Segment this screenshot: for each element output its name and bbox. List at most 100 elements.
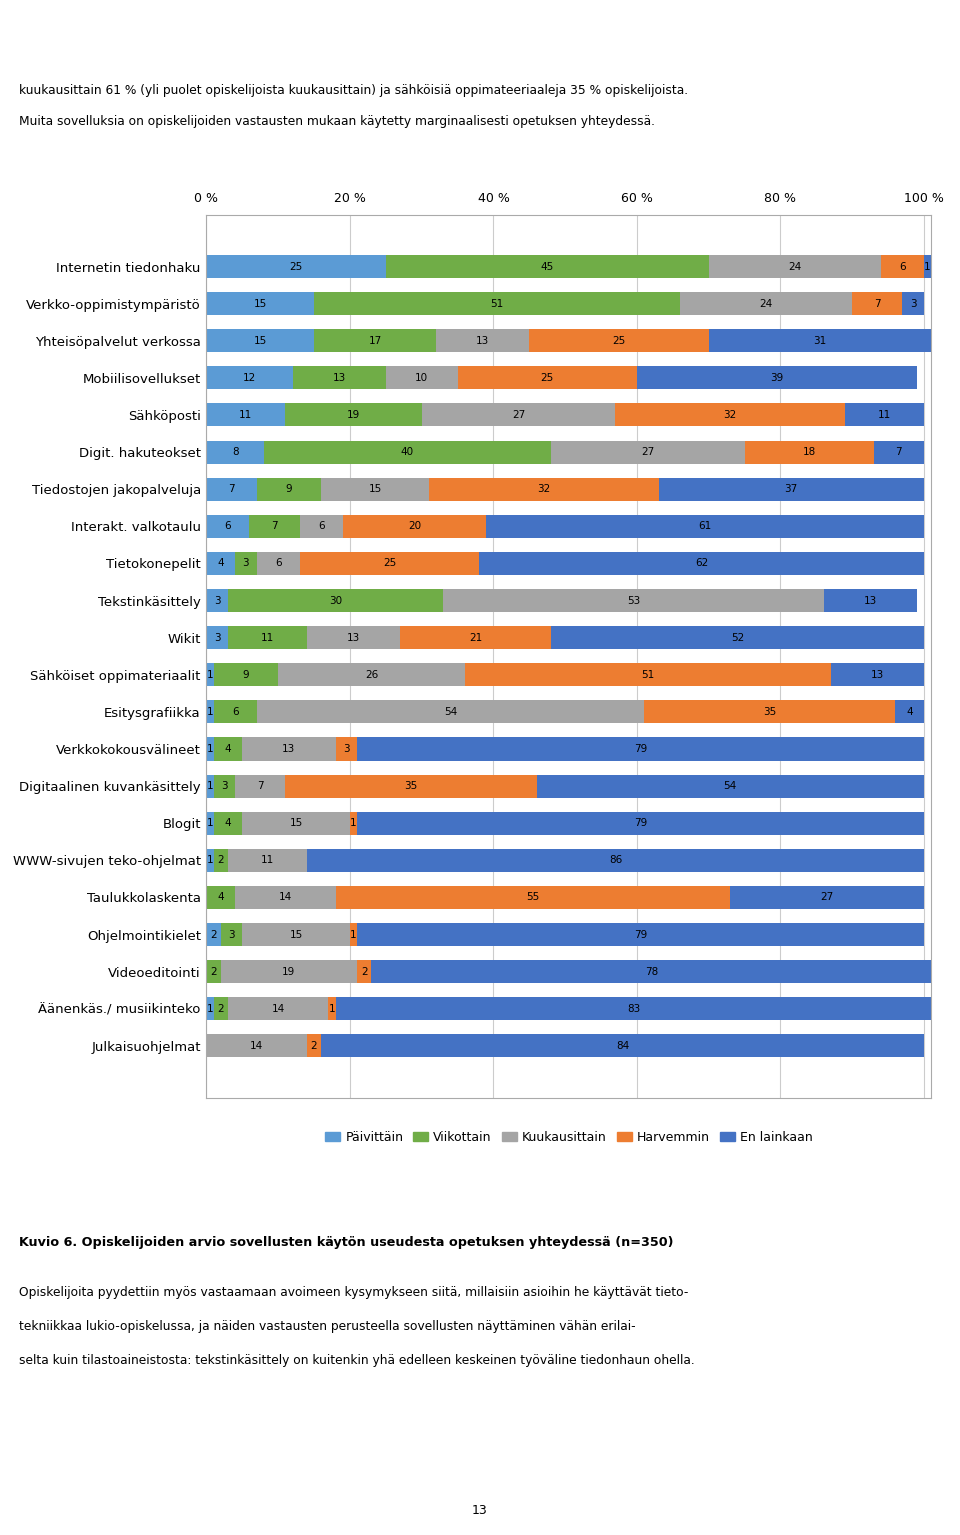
Bar	[708, 255, 881, 278]
Bar	[256, 700, 644, 723]
Text: 25: 25	[540, 373, 554, 382]
Legend: Päivittäin, Viikottain, Kuukausittain, Harvemmin, En lainkaan: Päivittäin, Viikottain, Kuukausittain, H…	[321, 1125, 817, 1148]
Bar	[357, 737, 924, 760]
Text: 11: 11	[261, 632, 274, 643]
Text: 14: 14	[272, 1004, 285, 1013]
Bar	[537, 775, 924, 798]
Bar	[307, 1035, 322, 1058]
Text: 13: 13	[332, 373, 346, 382]
Bar	[357, 923, 924, 946]
Text: 6: 6	[900, 261, 906, 272]
Text: 6: 6	[231, 708, 238, 717]
Text: 19: 19	[347, 410, 360, 421]
Bar	[343, 514, 487, 537]
Text: 7: 7	[228, 484, 235, 494]
Text: 13: 13	[282, 744, 296, 754]
Bar	[206, 441, 264, 464]
Bar	[228, 626, 307, 649]
Bar	[213, 775, 235, 798]
Bar	[221, 961, 357, 984]
Text: 4: 4	[225, 818, 231, 829]
Text: 11: 11	[878, 410, 891, 421]
Text: 4: 4	[217, 892, 224, 903]
Bar	[896, 700, 924, 723]
Bar	[745, 441, 874, 464]
Bar	[213, 849, 228, 872]
Bar	[852, 292, 902, 315]
Bar	[293, 367, 386, 390]
Bar	[206, 404, 285, 427]
Bar	[206, 1035, 307, 1058]
Bar	[206, 514, 250, 537]
Text: 3: 3	[910, 299, 917, 309]
Bar	[264, 441, 551, 464]
Bar	[731, 886, 924, 909]
Text: 3: 3	[221, 781, 228, 791]
Text: 2: 2	[210, 930, 217, 939]
Bar	[322, 1035, 924, 1058]
Bar	[644, 700, 896, 723]
Text: 13: 13	[871, 669, 884, 680]
Text: 2: 2	[217, 855, 224, 866]
Text: 25: 25	[612, 336, 626, 345]
Bar	[242, 923, 350, 946]
Text: 12: 12	[243, 373, 256, 382]
Text: 8: 8	[231, 447, 238, 457]
Text: 19: 19	[282, 967, 296, 976]
Text: 79: 79	[634, 744, 647, 754]
Bar	[206, 255, 386, 278]
Text: 83: 83	[627, 1004, 640, 1013]
Bar	[285, 404, 421, 427]
Bar	[465, 663, 830, 686]
Text: 27: 27	[512, 410, 525, 421]
Bar	[307, 849, 924, 872]
Bar	[336, 737, 357, 760]
Bar	[213, 700, 256, 723]
Bar	[924, 255, 931, 278]
Text: 1: 1	[206, 818, 213, 829]
Text: 35: 35	[763, 708, 777, 717]
Text: 15: 15	[253, 336, 267, 345]
Text: 11: 11	[261, 855, 274, 866]
Text: 3: 3	[214, 632, 221, 643]
Text: 32: 32	[537, 484, 550, 494]
Bar	[206, 292, 314, 315]
Text: 1: 1	[206, 1004, 213, 1013]
Bar	[386, 255, 708, 278]
Bar	[551, 626, 924, 649]
Text: 45: 45	[540, 261, 554, 272]
Bar	[206, 477, 256, 500]
Text: 14: 14	[250, 1041, 263, 1051]
Bar	[487, 514, 924, 537]
Bar	[824, 589, 917, 612]
Bar	[206, 663, 213, 686]
Bar	[206, 589, 228, 612]
Text: 14: 14	[278, 892, 292, 903]
Text: tekniikkaa lukio-opiskelussa, ja näiden vastausten perusteella sovellusten näytt: tekniikkaa lukio-opiskelussa, ja näiden …	[19, 1320, 636, 1332]
Text: 15: 15	[253, 299, 267, 309]
Text: 21: 21	[468, 632, 482, 643]
Text: 13: 13	[864, 596, 876, 605]
Text: 2: 2	[217, 1004, 224, 1013]
Bar	[322, 477, 429, 500]
Text: 13: 13	[347, 632, 360, 643]
Text: 31: 31	[813, 336, 827, 345]
Bar	[421, 404, 615, 427]
Text: 2: 2	[210, 967, 217, 976]
Text: 13: 13	[472, 1504, 488, 1517]
Bar	[235, 886, 336, 909]
Text: 15: 15	[290, 818, 302, 829]
Bar	[213, 737, 242, 760]
Text: 7: 7	[257, 781, 264, 791]
Text: 17: 17	[369, 336, 382, 345]
Text: 4: 4	[225, 744, 231, 754]
Text: 27: 27	[821, 892, 834, 903]
Text: 3: 3	[228, 930, 235, 939]
Text: 39: 39	[770, 373, 783, 382]
Text: 40: 40	[400, 447, 414, 457]
Text: 1: 1	[206, 855, 213, 866]
Bar	[300, 514, 343, 537]
Text: 26: 26	[365, 669, 378, 680]
Text: 51: 51	[491, 299, 504, 309]
Bar	[458, 367, 637, 390]
